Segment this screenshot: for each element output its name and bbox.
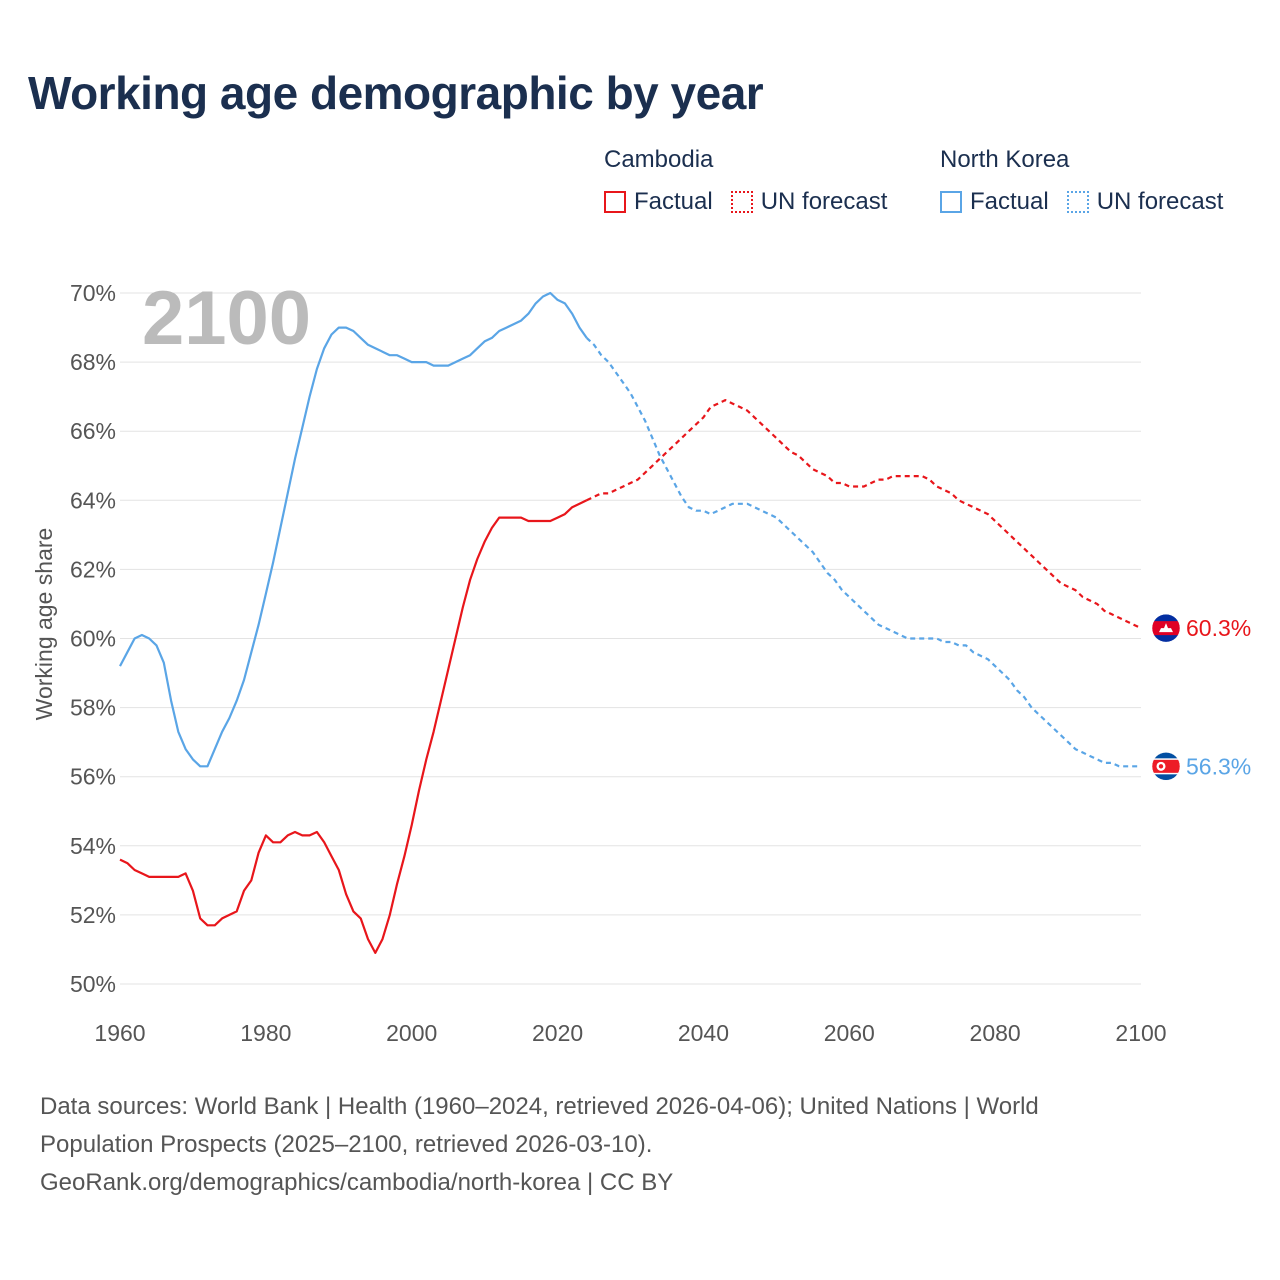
- footer-sources-line-2: Population Prospects (2025–2100, retriev…: [40, 1131, 653, 1158]
- end-label-cambodia: 60.3%: [1186, 615, 1251, 641]
- legend-group-cambodia: Cambodia Factual UN forecast: [604, 146, 905, 216]
- x-tick-label: 2080: [970, 1020, 1021, 1046]
- y-tick-label: 54%: [70, 833, 116, 859]
- x-axis-ticks: 1960 1980 2000 2020 2040 2060 2080 2100: [94, 1020, 1166, 1046]
- legend-group-name: Cambodia: [604, 146, 714, 173]
- y-tick-label: 66%: [70, 418, 116, 444]
- line-chart: 50%52%54%56%58%60%62%64%66%68%70% 1960 19…: [31, 276, 1251, 1046]
- legend-group-name: North Korea: [940, 146, 1070, 173]
- y-tick-label: 62%: [70, 556, 116, 582]
- y-tick-label: 52%: [70, 902, 116, 928]
- year-watermark: 2100: [142, 276, 311, 361]
- flag-cambodia-icon: [1151, 613, 1181, 643]
- legend-label-factual[interactable]: Factual: [970, 188, 1049, 215]
- x-tick-label: 2060: [824, 1020, 875, 1046]
- y-tick-label: 64%: [70, 487, 116, 513]
- y-axis-ticks: 50% 52% 54% 56% 58% 60% 62% 64% 66% 68% 70%: [70, 280, 116, 997]
- series-end-markers: 60.3% 56.3%: [1151, 613, 1251, 781]
- legend-group-north-korea: North Korea Factual UN forecast: [940, 146, 1241, 216]
- y-tick-label: 56%: [70, 764, 116, 790]
- legend-label-factual[interactable]: Factual: [634, 188, 713, 215]
- flag-north-korea-icon: [1151, 752, 1181, 781]
- legend-label-forecast[interactable]: UN forecast: [1096, 188, 1224, 215]
- legend-label-forecast[interactable]: UN forecast: [760, 188, 888, 215]
- y-tick-label: 68%: [70, 349, 116, 375]
- series-line-north-korea-forecast[interactable]: [585, 337, 1141, 768]
- legend-swatch-north-korea-factual[interactable]: [940, 191, 962, 213]
- legend-swatch-cambodia-factual[interactable]: [604, 191, 626, 213]
- grid-lines: [120, 292, 1141, 985]
- end-label-north-korea: 56.3%: [1186, 753, 1251, 779]
- legend-swatch-north-korea-forecast[interactable]: [1066, 191, 1089, 213]
- y-tick-label: 50%: [70, 971, 116, 997]
- footer: Data sources: World Bank | Health (1960–…: [40, 1088, 1240, 1202]
- x-tick-label: 2020: [532, 1020, 583, 1046]
- x-tick-label: 2040: [678, 1020, 729, 1046]
- series-lines: [119, 291, 1142, 954]
- legend-swatch-cambodia-forecast[interactable]: [730, 191, 753, 213]
- series-line-cambodia-factual[interactable]: [119, 499, 588, 954]
- x-tick-label: 2100: [1115, 1020, 1166, 1046]
- x-tick-label: 1960: [94, 1020, 145, 1046]
- series-line-north-korea-factual[interactable]: [119, 291, 588, 768]
- y-tick-label: 60%: [70, 626, 116, 652]
- chart-title: Working age demographic by year: [28, 67, 764, 119]
- y-tick-label: 70%: [70, 280, 116, 306]
- x-tick-label: 1980: [240, 1020, 291, 1046]
- x-tick-label: 2000: [386, 1020, 437, 1046]
- y-axis-label: Working age share: [31, 528, 57, 721]
- series-line-cambodia-forecast[interactable]: [586, 399, 1142, 630]
- footer-attribution[interactable]: GeoRank.org/demographics/cambodia/north-…: [40, 1169, 674, 1196]
- footer-sources-line-1: Data sources: World Bank | Health (1960–…: [40, 1093, 1039, 1120]
- y-tick-label: 58%: [70, 695, 116, 721]
